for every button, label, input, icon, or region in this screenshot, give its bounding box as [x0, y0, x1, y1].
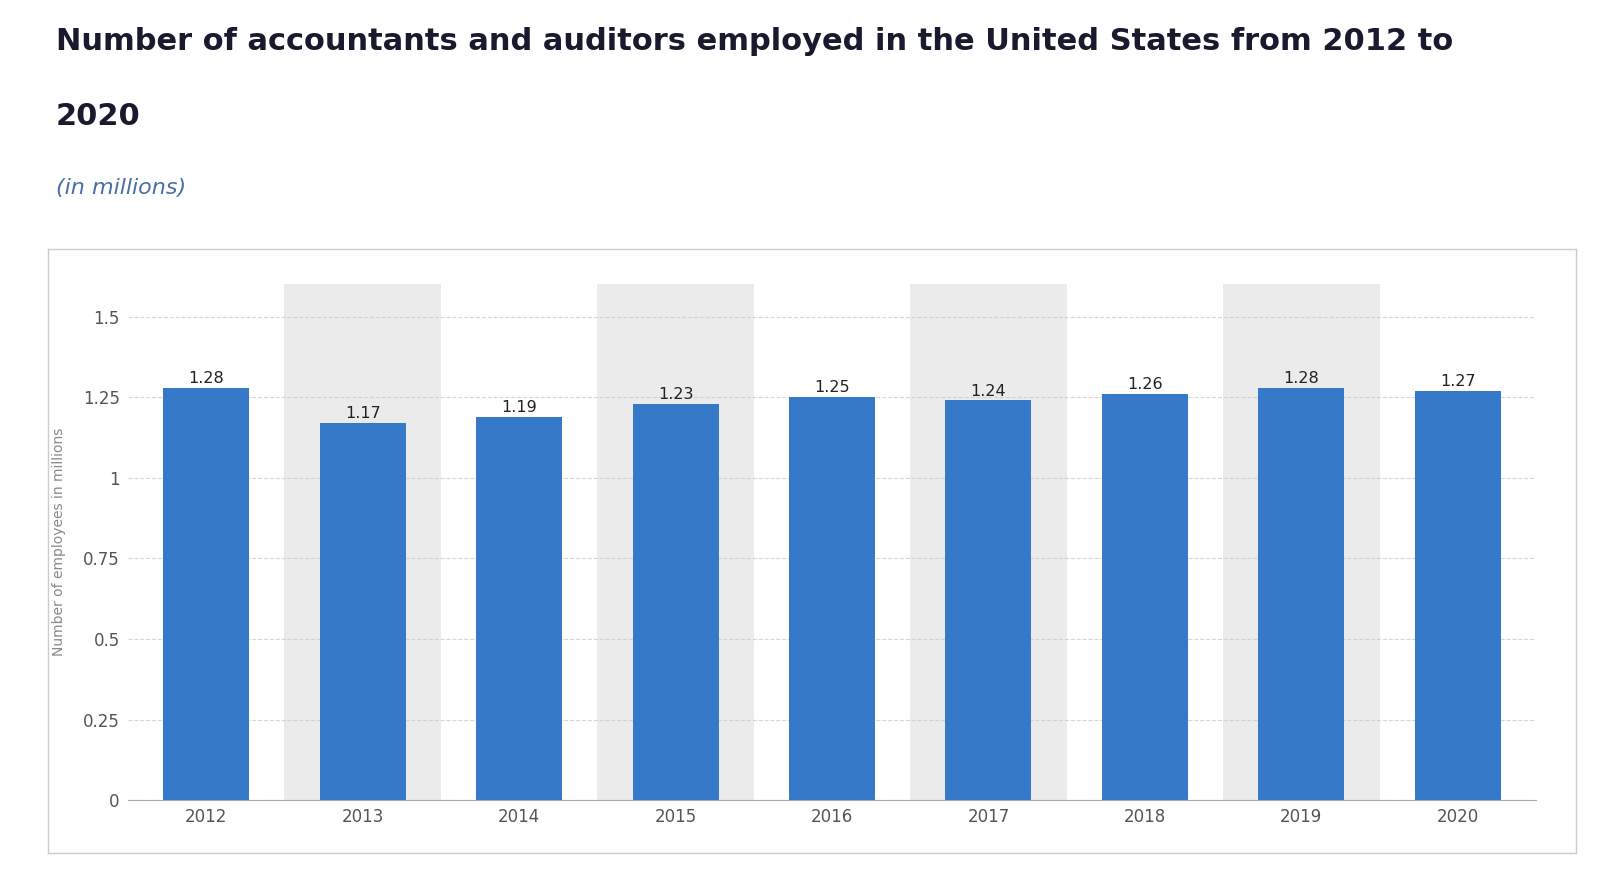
Bar — [285, 284, 442, 800]
Text: (in millions): (in millions) — [56, 178, 186, 197]
Text: 1.24: 1.24 — [971, 383, 1006, 398]
Bar — [910, 284, 1067, 800]
Bar — [1258, 388, 1344, 800]
Y-axis label: Number of employees in millions: Number of employees in millions — [51, 428, 66, 656]
Text: 1.23: 1.23 — [658, 387, 693, 402]
Bar — [163, 388, 250, 800]
Bar — [320, 423, 406, 800]
Text: 1.17: 1.17 — [344, 406, 381, 421]
Text: 1.26: 1.26 — [1126, 377, 1163, 392]
Text: Number of accountants and auditors employed in the United States from 2012 to: Number of accountants and auditors emplo… — [56, 27, 1453, 56]
Text: 1.27: 1.27 — [1440, 374, 1475, 388]
Bar — [789, 397, 875, 800]
Text: 1.28: 1.28 — [189, 371, 224, 386]
Text: 1.28: 1.28 — [1283, 371, 1320, 386]
Text: 2020: 2020 — [56, 102, 141, 132]
Text: 1.19: 1.19 — [501, 400, 538, 414]
Text: 1.25: 1.25 — [814, 380, 850, 396]
Bar — [1414, 391, 1501, 800]
Bar — [597, 284, 754, 800]
Bar — [1222, 284, 1379, 800]
Bar — [632, 404, 718, 800]
Bar — [1102, 394, 1187, 800]
Bar — [477, 417, 562, 800]
Bar — [946, 400, 1032, 800]
